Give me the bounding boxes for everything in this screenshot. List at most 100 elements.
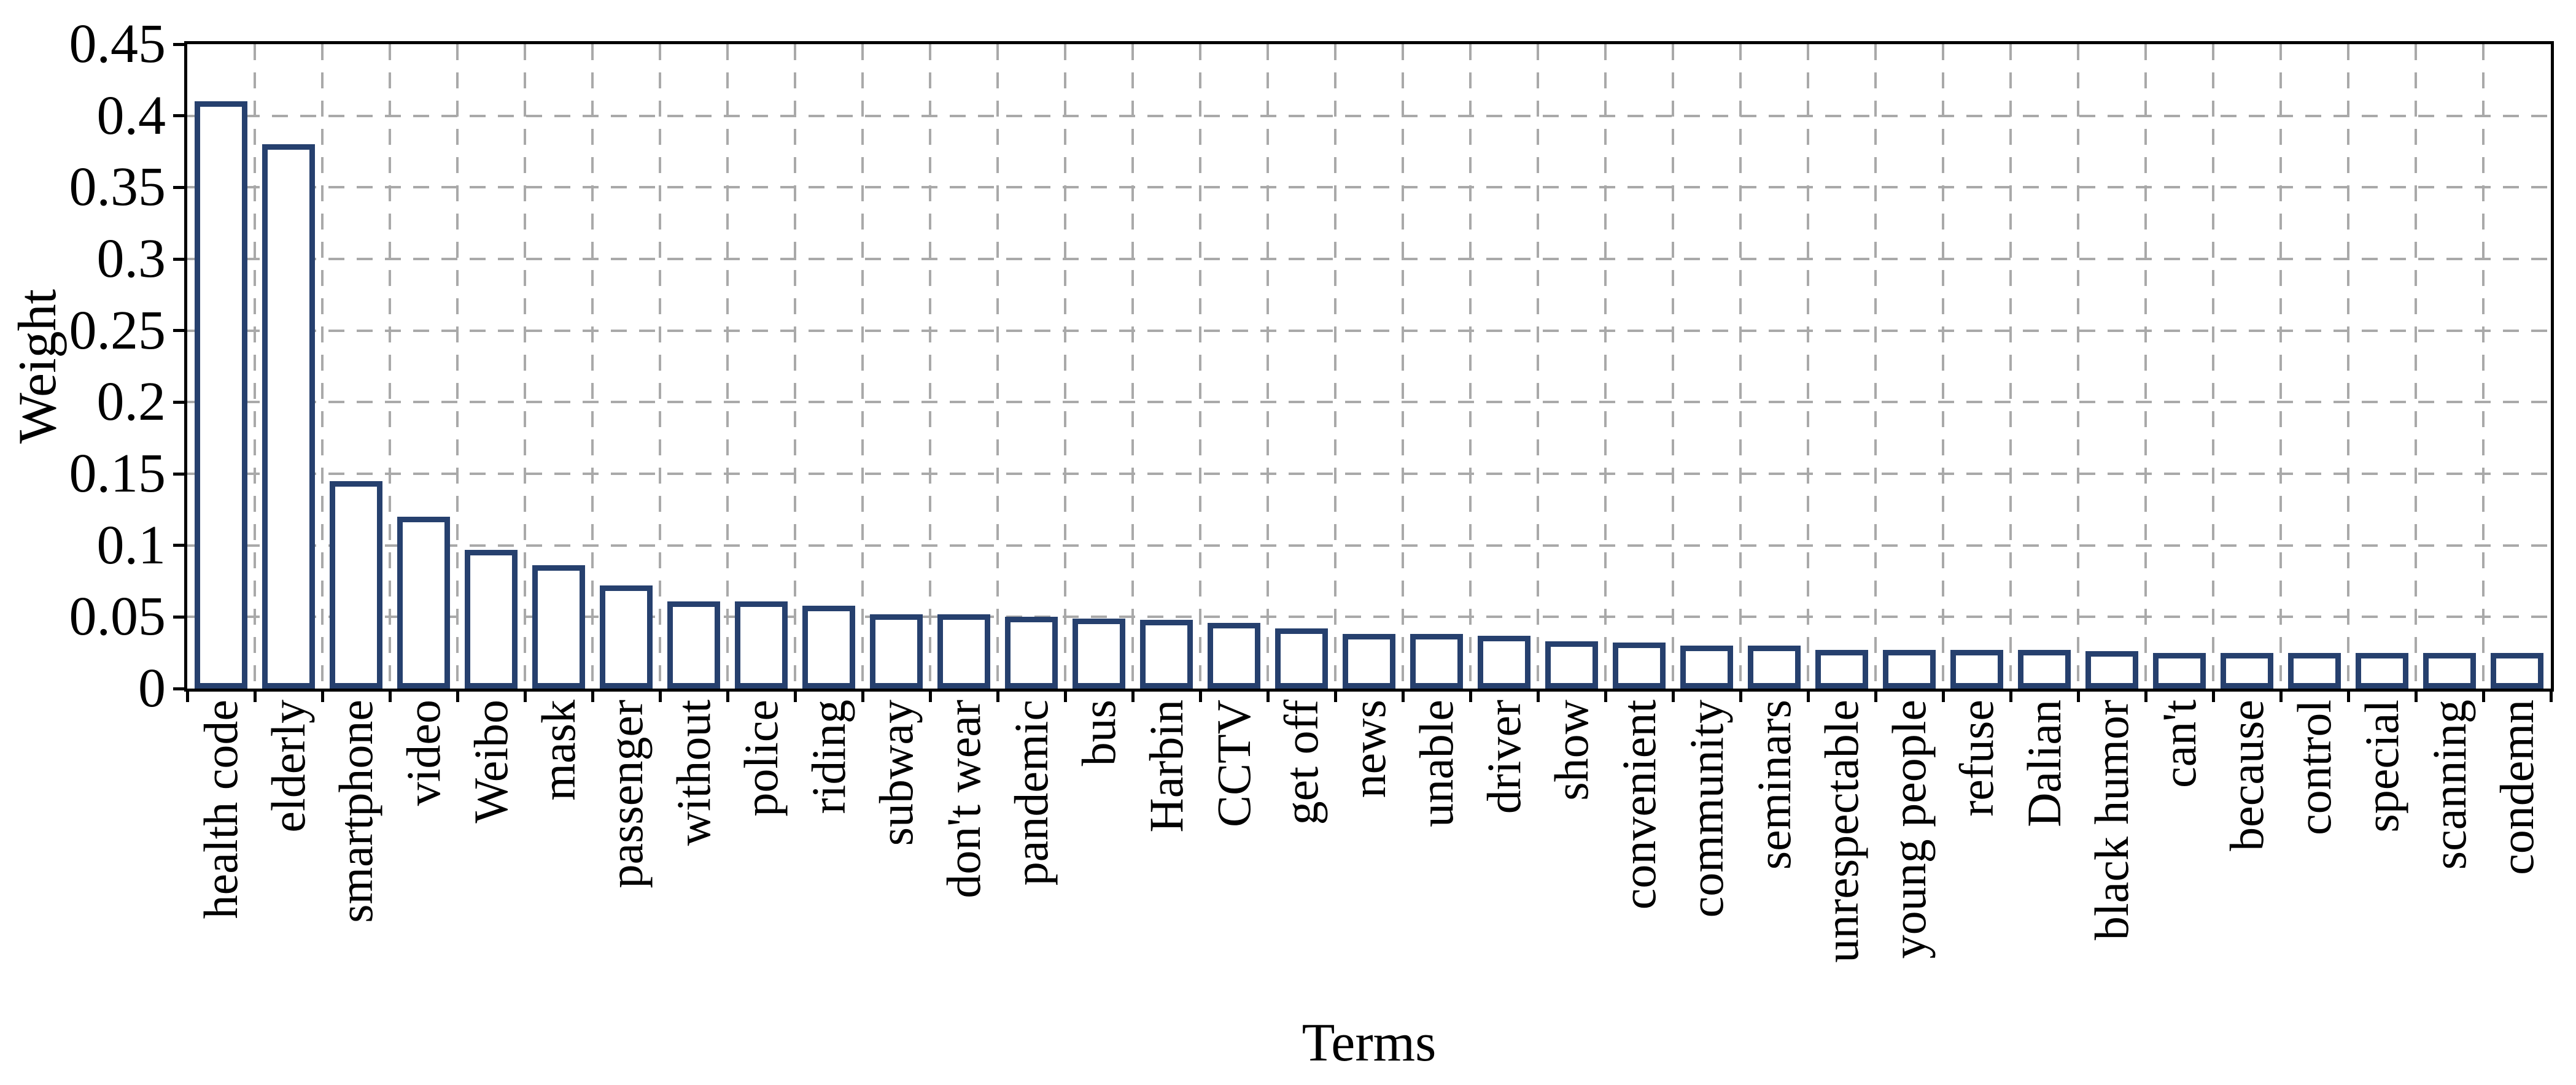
x-category-label: unable bbox=[1410, 700, 1463, 827]
x-category-cell: riding bbox=[795, 700, 863, 1016]
x-category-cell: control bbox=[2281, 700, 2348, 1016]
vertical-gridline bbox=[659, 44, 661, 689]
x-category-label: police bbox=[734, 700, 788, 817]
x-category-label: young people bbox=[1882, 700, 1936, 959]
x-category-cell: seminars bbox=[1740, 700, 1808, 1016]
x-category-label: refuse bbox=[1950, 700, 2003, 817]
vertical-gridline bbox=[1334, 44, 1336, 689]
horizontal-gridline bbox=[187, 114, 2551, 117]
x-category-label: Harbin bbox=[1139, 700, 1193, 833]
x-category-cell: health code bbox=[187, 700, 255, 1016]
x-category-cell: pandemic bbox=[998, 700, 1065, 1016]
bar bbox=[1478, 636, 1530, 689]
bar bbox=[2356, 653, 2408, 689]
bar bbox=[1275, 628, 1328, 689]
x-category-label: without bbox=[667, 700, 720, 846]
vertical-gridline bbox=[1267, 44, 1269, 689]
x-category-cell: bus bbox=[1065, 700, 1133, 1016]
vertical-gridline bbox=[996, 44, 999, 689]
vertical-gridline bbox=[321, 44, 324, 689]
x-category-cell: condemn bbox=[2483, 700, 2551, 1016]
x-tick-mark bbox=[2144, 690, 2147, 702]
x-tick-mark bbox=[591, 690, 594, 702]
x-tick-mark bbox=[1874, 690, 1877, 702]
x-category-cell: don't wear bbox=[930, 700, 998, 1016]
x-category-label: show bbox=[1545, 700, 1598, 801]
y-tick-label: 0.25 bbox=[69, 299, 166, 361]
vertical-gridline bbox=[2212, 44, 2214, 689]
x-tick-mark bbox=[2549, 690, 2553, 702]
y-tick-label: 0.2 bbox=[96, 371, 166, 433]
vertical-gridline bbox=[2482, 44, 2485, 689]
x-tick-mark bbox=[1536, 690, 1540, 702]
bar bbox=[937, 614, 990, 689]
x-category-label: mask bbox=[532, 700, 585, 801]
x-category-cell: without bbox=[660, 700, 727, 1016]
x-tick-mark bbox=[1333, 690, 1337, 702]
bar bbox=[1140, 620, 1193, 689]
x-category-cell: Harbin bbox=[1133, 700, 1200, 1016]
x-tick-mark bbox=[726, 690, 729, 702]
x-tick-mark bbox=[1806, 690, 1810, 702]
bar bbox=[532, 565, 585, 689]
horizontal-gridline bbox=[187, 401, 2551, 404]
x-category-cell: elderly bbox=[255, 700, 322, 1016]
x-category-cell: community bbox=[1673, 700, 1740, 1016]
horizontal-gridline bbox=[187, 186, 2551, 189]
y-tick-label: 0.15 bbox=[69, 443, 166, 504]
bar bbox=[1073, 619, 1125, 689]
x-category-label: black humor bbox=[2085, 700, 2138, 941]
bar bbox=[1410, 634, 1463, 689]
vertical-gridline bbox=[2144, 44, 2147, 689]
x-tick-mark bbox=[185, 690, 189, 702]
x-category-cell: show bbox=[1538, 700, 1605, 1016]
x-category-cell: smartphone bbox=[322, 700, 390, 1016]
x-tick-mark bbox=[1468, 690, 1472, 702]
bar bbox=[262, 144, 315, 689]
horizontal-gridline bbox=[187, 473, 2551, 475]
x-category-cell: news bbox=[1335, 700, 1403, 1016]
x-category-label: passenger bbox=[599, 700, 653, 889]
x-category-cell: Weibo bbox=[457, 700, 525, 1016]
x-category-cell: CCTV bbox=[1200, 700, 1268, 1016]
x-category-cell: police bbox=[727, 700, 795, 1016]
vertical-gridline bbox=[1537, 44, 1539, 689]
x-tick-mark bbox=[658, 690, 662, 702]
x-category-label: seminars bbox=[1747, 700, 1801, 870]
bar bbox=[397, 517, 450, 689]
vertical-gridline bbox=[2415, 44, 2417, 689]
x-category-label: Dalian bbox=[2017, 700, 2071, 827]
y-tick-mark bbox=[173, 400, 184, 404]
plot-area bbox=[184, 41, 2554, 692]
x-category-label: get off bbox=[1274, 700, 1328, 825]
x-tick-mark bbox=[388, 690, 392, 702]
x-tick-mark bbox=[793, 690, 797, 702]
vertical-gridline bbox=[2077, 44, 2079, 689]
x-tick-mark bbox=[1941, 690, 1945, 702]
bar bbox=[1613, 643, 1666, 689]
y-tick-mark bbox=[173, 687, 184, 690]
y-tick-label: 0.05 bbox=[69, 586, 166, 647]
x-category-label: can't bbox=[2152, 700, 2206, 788]
bar bbox=[667, 601, 720, 689]
bar bbox=[1883, 650, 1936, 689]
vertical-gridline bbox=[1199, 44, 1201, 689]
x-category-cell: black humor bbox=[2078, 700, 2146, 1016]
bar bbox=[2491, 653, 2543, 689]
x-category-label: Weibo bbox=[464, 700, 518, 824]
x-tick-mark bbox=[1063, 690, 1067, 702]
x-tick-mark bbox=[2481, 690, 2485, 702]
x-category-label: because bbox=[2220, 700, 2273, 851]
x-category-label: riding bbox=[802, 700, 855, 814]
x-tick-mark bbox=[320, 690, 324, 702]
x-category-label: community bbox=[1680, 700, 1733, 918]
x-tick-mark bbox=[1131, 690, 1135, 702]
x-tick-mark bbox=[1671, 690, 1675, 702]
x-category-label: bus bbox=[1072, 700, 1125, 766]
x-category-cell: unable bbox=[1403, 700, 1470, 1016]
bar bbox=[2085, 651, 2138, 689]
x-category-cell: scanning bbox=[2416, 700, 2483, 1016]
x-tick-mark bbox=[456, 690, 459, 702]
x-tick-mark bbox=[2009, 690, 2012, 702]
vertical-gridline bbox=[929, 44, 931, 689]
